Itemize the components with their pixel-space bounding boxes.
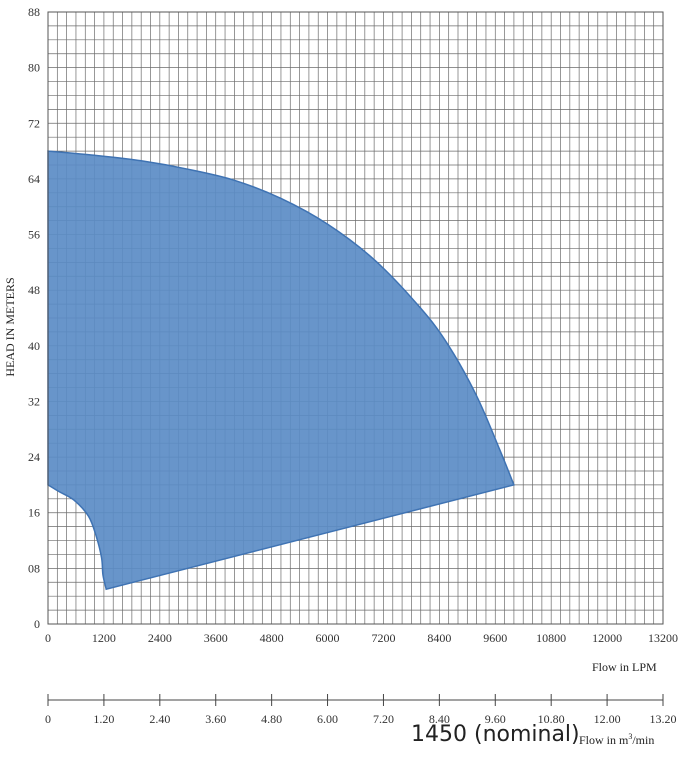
secondary-x-tick-label: 0 (45, 712, 51, 726)
y-tick-label: 56 (28, 228, 40, 242)
y-tick-label: 0 (34, 617, 40, 631)
nominal-speed-annotation: 1450 (nominal) (411, 722, 580, 747)
x-tick-label: 0 (45, 631, 51, 645)
y-tick-label: 40 (28, 339, 40, 353)
x-axis-ticks: 0 1200 2400 3600 4800 6000 7200 8400 9600 10800 12… (45, 631, 678, 645)
y-axis-label: HEAD IN METERS (3, 277, 17, 376)
x-tick-label: 9600 (483, 631, 507, 645)
plot-frame (47, 11, 664, 625)
x-tick-label: 13200 (648, 631, 678, 645)
secondary-x-axis-label-sup: 3 (628, 732, 632, 741)
x-tick-label: 4800 (260, 631, 284, 645)
secondary-x-tick-label: 9.60 (485, 712, 506, 726)
secondary-x-tick-label: 12.00 (594, 712, 621, 726)
x-axis-label: Flow in LPM (592, 660, 657, 674)
secondary-x-tick-label: 6.00 (317, 712, 338, 726)
x-tick-label: 2400 (148, 631, 172, 645)
y-tick-label: 80 (28, 61, 40, 75)
secondary-x-tick-label: 2.40 (149, 712, 170, 726)
x-tick-label: 7200 (371, 631, 395, 645)
x-tick-label: 1200 (92, 631, 116, 645)
y-tick-label: 24 (28, 450, 40, 464)
x-tick-label: 8400 (427, 631, 451, 645)
y-tick-label: 32 (28, 394, 40, 408)
secondary-x-axis-label-main: Flow in m (579, 733, 629, 747)
secondary-x-tick-label: 1.20 (93, 712, 114, 726)
y-tick-label: 88 (28, 5, 40, 19)
operating-envelope-area (47, 150, 515, 591)
x-tick-label: 10800 (536, 631, 566, 645)
y-tick-label: 72 (28, 116, 40, 130)
secondary-x-axis-label: Flow in m3/min (579, 732, 654, 747)
y-tick-label: 16 (28, 506, 40, 520)
secondary-x-axis: 0 1.20 2.40 3.60 4.80 6.00 7.20 8.40 9.60 10.80 12… (45, 694, 677, 726)
y-axis-ticks: 0 08 16 24 32 40 48 56 64 72 80 88 (28, 5, 40, 631)
secondary-x-tick-label: 8.40 (429, 712, 450, 726)
secondary-x-tick-label: 7.20 (373, 712, 394, 726)
x-tick-label: 3600 (204, 631, 228, 645)
secondary-x-tick-label: 13.20 (650, 712, 677, 726)
secondary-x-tick-label: 4.80 (261, 712, 282, 726)
y-tick-label: 48 (28, 283, 40, 297)
y-tick-label: 64 (28, 172, 40, 186)
secondary-x-tick-label: 3.60 (205, 712, 226, 726)
secondary-x-tick-label: 10.80 (538, 712, 565, 726)
secondary-x-axis-label-tail: /min (632, 733, 654, 747)
y-tick-label: 08 (28, 561, 40, 575)
x-tick-label: 12000 (592, 631, 622, 645)
x-tick-label: 6000 (316, 631, 340, 645)
